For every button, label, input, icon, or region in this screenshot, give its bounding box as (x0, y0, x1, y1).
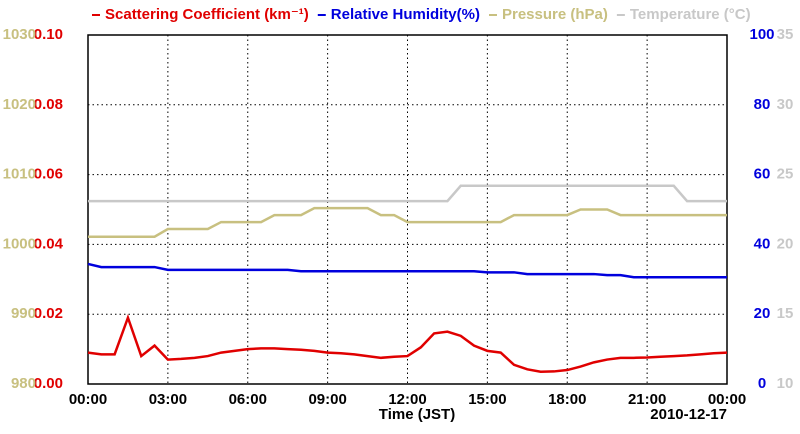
y-tick-label: 0.06 (34, 166, 63, 183)
x-axis-title: Time (JST) (379, 406, 455, 423)
x-tick-label: 18:00 (548, 391, 586, 408)
plot-frame (87, 34, 728, 385)
y2-tick-label: 100 (749, 26, 774, 43)
y4-tick-label: 25 (777, 166, 794, 183)
series-line (87, 262, 727, 279)
y3-tick-label: 1020 (3, 96, 36, 113)
y3-tick-label: 1030 (3, 26, 36, 43)
y-tick-label: 0.02 (34, 305, 63, 322)
series-line (87, 313, 728, 374)
y-tick-label: 0.04 (34, 235, 64, 252)
y4-tick-label: 10 (777, 375, 794, 392)
legend-label: Temperature (°C) (630, 6, 751, 23)
y-tick-label: 0.10 (34, 26, 63, 43)
y3-tick-label: 1010 (3, 166, 36, 183)
y3-tick-label: 980 (11, 375, 36, 392)
y2-tick-label: 60 (754, 166, 771, 183)
legend-label: Relative Humidity(%) (331, 6, 480, 23)
y2-tick-label: 80 (754, 96, 771, 113)
x-tick-label: 21:00 (628, 391, 666, 408)
y4-tick-label: 20 (777, 235, 794, 252)
y-tick-label: 0.00 (34, 375, 63, 392)
y4-tick-label: 15 (777, 305, 794, 322)
y4-tick-label: 35 (777, 26, 794, 43)
legend-label: Scattering Coefficient (km⁻¹) (105, 6, 309, 23)
y-tick-label: 0.08 (34, 96, 63, 113)
y4-tick-label: 30 (777, 96, 794, 113)
x-tick-label: 12:00 (388, 391, 426, 408)
x-tick-label: 09:00 (308, 391, 346, 408)
x-tick-label: 03:00 (149, 391, 187, 408)
x-tick-label: 06:00 (229, 391, 267, 408)
y3-tick-label: 1000 (3, 235, 36, 252)
y2-tick-label: 20 (754, 305, 771, 322)
series-line (88, 206, 727, 238)
y2-tick-label: 0 (758, 375, 766, 392)
x-tick-label: 00:00 (708, 391, 746, 408)
y3-tick-label: 990 (11, 305, 36, 322)
x-tick-label: 00:00 (69, 391, 107, 408)
date-label: 2010-12-17 (650, 406, 727, 423)
x-tick-label: 15:00 (468, 391, 506, 408)
series-line (88, 184, 727, 203)
y2-tick-label: 40 (754, 235, 771, 252)
legend-label: Pressure (hPa) (502, 6, 608, 23)
